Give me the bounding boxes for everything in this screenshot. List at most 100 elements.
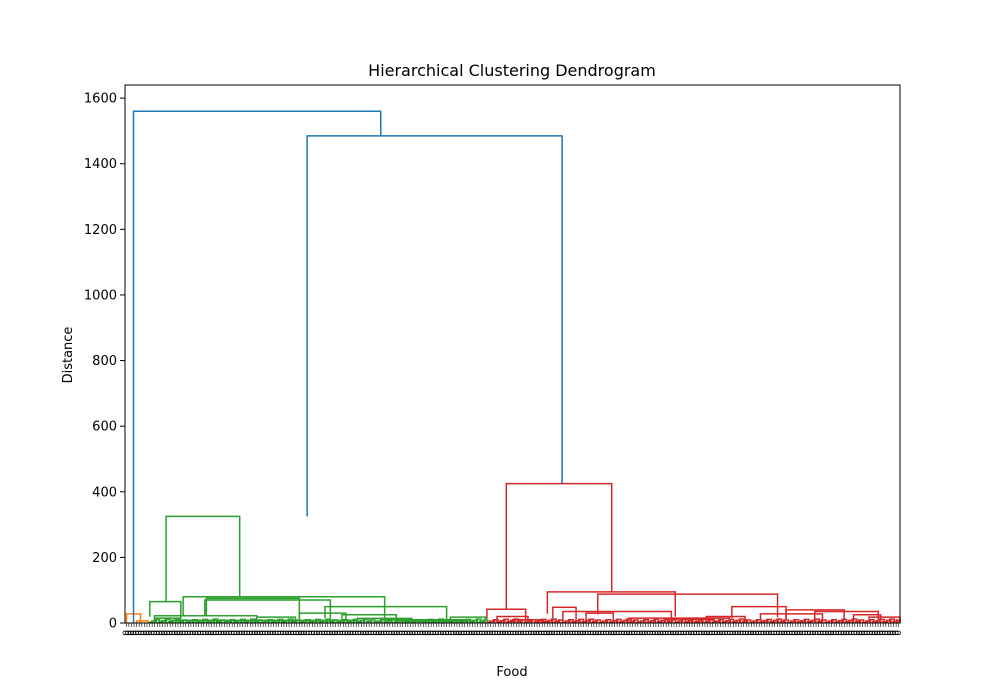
x-tick-label-33: 0 (207, 630, 217, 636)
leaf-link-75 (403, 620, 410, 623)
x-tick-label-140: 0 (483, 630, 493, 636)
x-tick-label-241: 0 (744, 630, 754, 636)
x-tick-label-234: 0 (726, 630, 736, 636)
leaf-link-144 (639, 620, 646, 623)
x-tick-label-278: 0 (840, 630, 850, 636)
leaf-link-161 (697, 619, 704, 623)
x-tick-label-43: 0 (233, 630, 243, 636)
x-tick-label-66: 0 (292, 630, 302, 636)
x-tick-label-124: 0 (442, 630, 452, 636)
leaf-link-7 (171, 619, 178, 623)
x-tick-label-273: 0 (827, 630, 837, 636)
x-tick-label-44: 0 (235, 630, 245, 636)
x-tick-label-100: 0 (380, 630, 390, 636)
x-tick-label-226: 0 (706, 630, 716, 636)
x-tick-label-94: 0 (365, 630, 375, 636)
x-tick-label-267: 0 (812, 630, 822, 636)
x-tick-label-199: 0 (636, 630, 646, 636)
x-tick-label-14: 0 (158, 630, 168, 636)
x-tick-label-46: 0 (241, 630, 251, 636)
x-tick-label-184: 0 (597, 630, 607, 636)
leaf-link-127 (581, 620, 588, 623)
x-tick-label-91: 0 (357, 630, 367, 636)
x-tick-label-175: 0 (574, 630, 584, 636)
x-tick-label-139: 0 (481, 630, 491, 636)
x-tick-label-101: 0 (383, 630, 393, 636)
x-tick-label-146: 0 (499, 630, 509, 636)
x-tick-label-89: 0 (352, 630, 362, 636)
x-tick-label-194: 0 (623, 630, 633, 636)
leaf-link-9 (178, 620, 185, 623)
x-tick-label-187: 0 (605, 630, 615, 636)
x-tick-label-30: 0 (199, 630, 209, 636)
x-tick-label-153: 0 (517, 630, 527, 636)
leaf-link-125 (574, 619, 581, 623)
leaf-link-196 (817, 620, 824, 623)
x-tick-label-215: 0 (677, 630, 687, 636)
leaf-link-150 (660, 619, 667, 623)
x-tick-label-109: 0 (403, 630, 413, 636)
x-tick-label-160: 0 (535, 630, 545, 636)
x-tick-label-276: 0 (835, 630, 845, 636)
leaf-link-153 (670, 619, 677, 623)
red-merge-11 (759, 613, 824, 622)
x-tick-label-268: 0 (814, 630, 824, 636)
leaf-link-216 (885, 619, 892, 623)
x-tick-label-12: 0 (153, 630, 163, 636)
leaf-link-45 (301, 620, 308, 623)
x-tick-label-200: 0 (638, 630, 648, 636)
x-tick-label-290: 0 (871, 630, 881, 636)
x-tick-label-79: 0 (326, 630, 336, 636)
x-tick-label-177: 0 (579, 630, 589, 636)
x-tick-label-40: 0 (225, 630, 235, 636)
x-tick-label-166: 0 (551, 630, 561, 636)
x-tick-label-163: 0 (543, 630, 553, 636)
plot-frame (124, 84, 901, 624)
leaf-link-61 (355, 620, 363, 623)
x-tick-label-110: 0 (406, 630, 416, 636)
x-tick-label-156: 0 (525, 630, 535, 636)
x-tick-label-141: 0 (486, 630, 496, 636)
leaf-link-199 (827, 620, 834, 623)
x-tick-label-256: 0 (783, 630, 793, 636)
x-tick-label-298: 0 (892, 630, 902, 636)
x-tick-label-119: 0 (429, 630, 439, 636)
leaf-link-97 (478, 620, 486, 623)
x-tick-label-254: 0 (778, 630, 788, 636)
x-tick-label-52: 0 (256, 630, 266, 636)
x-tick-label-161: 0 (538, 630, 548, 636)
leaf-link-53 (328, 620, 335, 623)
x-tick-label-202: 0 (644, 630, 654, 636)
x-tick-label-69: 0 (300, 630, 310, 636)
x-tick-label-106: 0 (396, 630, 406, 636)
leaf-link-95 (472, 619, 479, 623)
x-tick-label-260: 0 (793, 630, 803, 636)
x-tick-label-212: 0 (669, 630, 679, 636)
x-tick-label-56: 0 (266, 630, 276, 636)
leaf-link-64 (366, 620, 373, 623)
x-tick-label-164: 0 (545, 630, 555, 636)
x-tick-label-64: 0 (287, 630, 297, 636)
leaf-link-188 (789, 620, 797, 623)
x-tick-label-23: 0 (181, 630, 191, 636)
x-tick-label-245: 0 (755, 630, 765, 636)
leaf-link-155 (677, 620, 684, 623)
leaf-link-87 (444, 619, 451, 623)
leaf-link-28 (243, 620, 250, 623)
x-tick-label-103: 0 (388, 630, 398, 636)
x-tick-label-5: 0 (135, 630, 145, 636)
x-tick-label-257: 0 (786, 630, 796, 636)
y-tick-label-2: 400 (92, 485, 117, 500)
x-tick-label-115: 0 (419, 630, 429, 636)
leaf-link-166 (714, 620, 721, 623)
x-tick-label-183: 0 (595, 630, 605, 636)
orange-cluster-sub (135, 620, 149, 623)
green-merge-0 (149, 600, 182, 619)
x-tick-label-261: 0 (796, 630, 806, 636)
leaf-link-186 (783, 619, 790, 623)
x-tick-label-206: 0 (654, 630, 664, 636)
leaf-link-202 (837, 619, 844, 623)
x-tick-label-6: 0 (137, 630, 147, 636)
x-tick-label-219: 0 (688, 630, 698, 636)
x-tick-label-60: 0 (277, 630, 287, 636)
